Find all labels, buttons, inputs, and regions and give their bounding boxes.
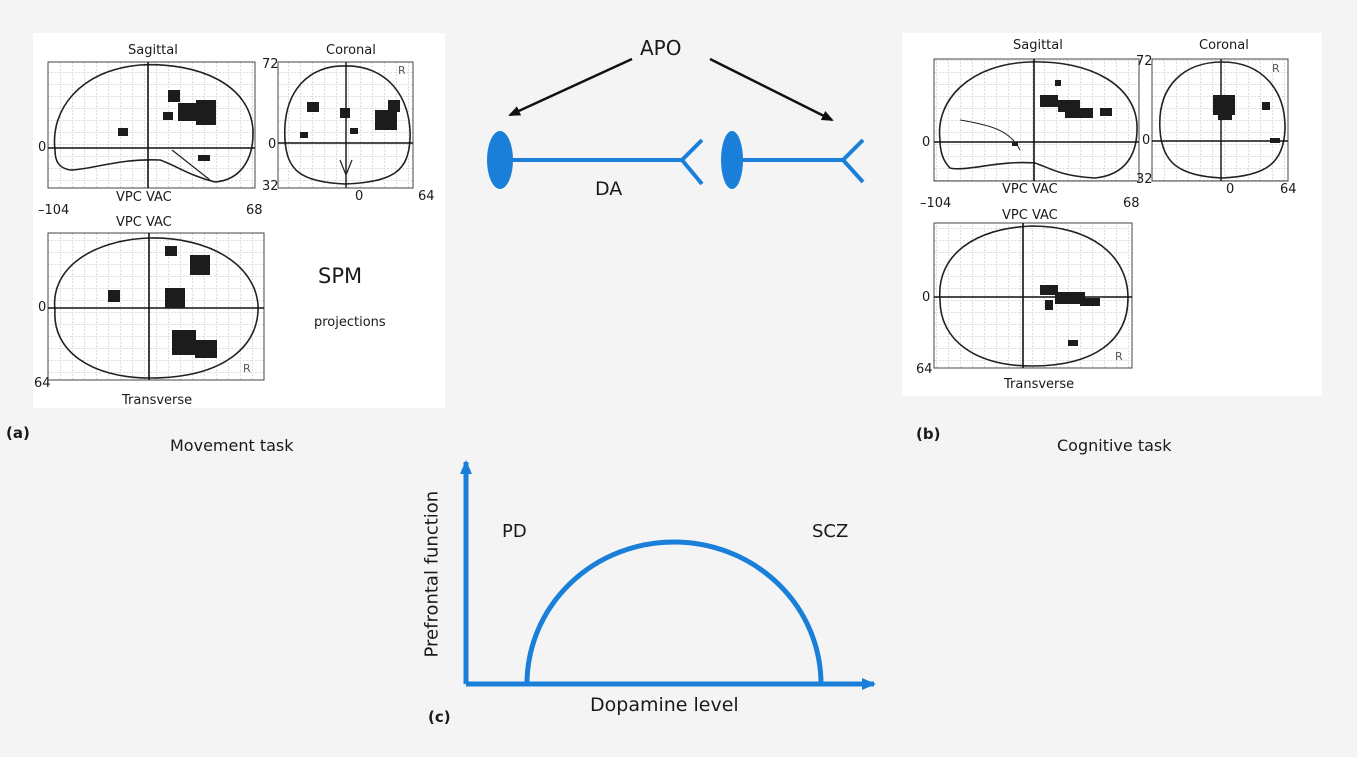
- panel-a-tick-64-transverse: 64: [34, 376, 51, 391]
- panel-b-transverse-projection: [933, 222, 1133, 369]
- panel-b-sagittal-label: Sagittal: [1013, 38, 1063, 53]
- panel-a-r-mark-2: R: [243, 362, 251, 375]
- panel-b-tick-68: 68: [1123, 196, 1140, 211]
- panel-a-tick-minus-104: –104: [38, 203, 70, 218]
- panel-a-sagittal-projection: [47, 61, 256, 189]
- neuron-left: [487, 131, 704, 189]
- neuron-right-soma: [721, 131, 743, 189]
- apo-label: APO: [640, 36, 682, 60]
- panel-a-vpc-vac-2: VPC VAC: [116, 215, 172, 230]
- panel-a-tick-32: 32: [262, 179, 279, 194]
- apo-arrow-right: [709, 57, 834, 122]
- panel-c-y-label: Prefrontal function: [421, 490, 443, 658]
- panel-c-tag: (c): [428, 708, 451, 726]
- panel-a-coronal-projection: [277, 61, 414, 189]
- panel-b-tick-72: 72: [1136, 54, 1153, 69]
- panel-b-coronal-projection: [1151, 58, 1289, 182]
- panel-a-transverse-projection: [47, 232, 265, 381]
- panel-b-tick-0-coronal-x: 0: [1226, 182, 1235, 197]
- projections-label: projections: [314, 315, 386, 330]
- panel-a-tick-0-transverse: 0: [38, 300, 47, 315]
- panel-c-x-label: Dopamine level: [590, 694, 739, 716]
- panel-a-tag: (a): [6, 424, 30, 442]
- panel-a-coronal-label: Coronal: [326, 43, 376, 58]
- neuron-left-soma: [487, 131, 513, 189]
- panel-a-tick-0-coronal: 0: [268, 137, 277, 152]
- panel-a-vpc-vac-1: VPC VAC: [116, 190, 172, 205]
- panel-a-sagittal-label: Sagittal: [128, 43, 178, 58]
- panel-b-transverse-label: Transverse: [1004, 377, 1075, 392]
- apo-arrow-left: [508, 57, 633, 117]
- panel-b-r-mark-2: R: [1115, 350, 1123, 363]
- panel-b-sagittal-projection: [933, 58, 1140, 182]
- panel-b-tick-0-sagittal: 0: [922, 135, 931, 150]
- panel-b-caption: Cognitive task: [1057, 436, 1172, 455]
- panel-a-r-mark: R: [398, 64, 406, 77]
- spm-label: SPM: [318, 264, 363, 288]
- panel-b-tick-32: 32: [1136, 172, 1153, 187]
- inverted-u-curve: [524, 539, 824, 685]
- panel-b-coronal-label: Coronal: [1199, 38, 1249, 53]
- neuron-right-terminal: [840, 138, 865, 184]
- panel-b-r-mark: R: [1272, 62, 1280, 75]
- panel-a-tick-0-coronal-x: 0: [355, 189, 364, 204]
- panel-b-tick-64-transverse: 64: [916, 362, 933, 377]
- pd-label: PD: [502, 521, 527, 542]
- panel-a-tick-64-coronal: 64: [418, 189, 435, 204]
- panel-b-tick-minus-104: –104: [920, 196, 952, 211]
- neuron-left-terminal: [679, 138, 704, 186]
- panel-a-tick-72: 72: [262, 57, 279, 72]
- panel-a-transverse-label: Transverse: [122, 393, 193, 408]
- panel-a-caption: Movement task: [170, 436, 294, 455]
- panel-b-tick-0-transverse: 0: [922, 290, 931, 305]
- panel-a-tick-68: 68: [246, 203, 263, 218]
- panel-b-vpc-vac-1: VPC VAC: [1002, 182, 1058, 197]
- neuron-right: [721, 131, 865, 189]
- panel-b-tick-64-coronal: 64: [1280, 182, 1297, 197]
- panel-b-tick-0-coronal: 0: [1142, 133, 1151, 148]
- panel-a-tick-0-sagittal: 0: [38, 140, 47, 155]
- da-label: DA: [595, 178, 623, 200]
- panel-b-vpc-vac-2: VPC VAC: [1002, 208, 1058, 223]
- scz-label: SCZ: [812, 521, 849, 542]
- panel-b-tag: (b): [916, 425, 941, 443]
